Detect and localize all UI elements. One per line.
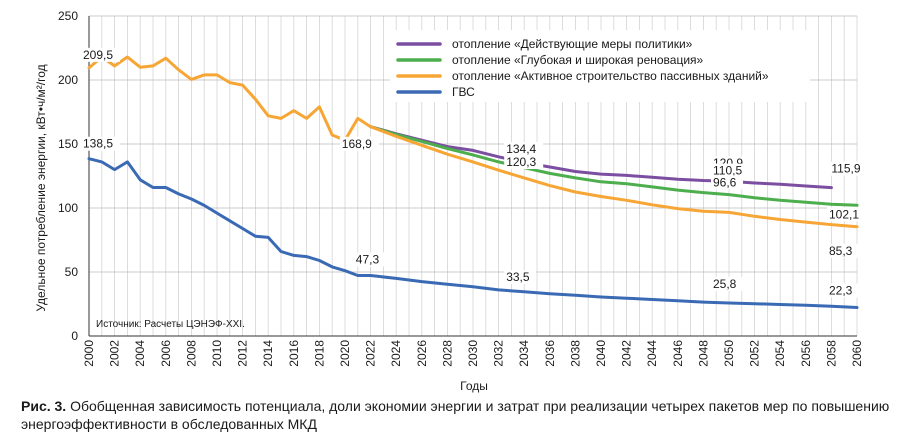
x-tick-label: 2024 bbox=[389, 340, 403, 367]
x-tick-label: 2020 bbox=[338, 340, 352, 367]
y-tick-labels: 0 50 100 150 200 250 bbox=[58, 9, 78, 343]
x-tick-label: 2038 bbox=[568, 340, 582, 367]
x-tick-labels: 2000 2002 2004 2006 2008 2010 2012 2014 2016 2018… bbox=[82, 340, 864, 367]
figure-caption: Рис. 3. Обобщенная зависимость потенциал… bbox=[21, 397, 891, 433]
x-tick-label: 2046 bbox=[671, 340, 685, 367]
data-label: 209,5 bbox=[83, 48, 113, 62]
data-label-bg bbox=[827, 283, 859, 298]
x-tick-label: 2008 bbox=[184, 340, 198, 367]
data-label-bg bbox=[711, 175, 743, 190]
x-tick-label: 2036 bbox=[543, 340, 557, 367]
data-label: 47,3 bbox=[356, 252, 380, 266]
x-tick-label: 2044 bbox=[645, 340, 659, 367]
data-label-bg bbox=[711, 276, 743, 291]
legend: отопление «Действующие меры политики» ото… bbox=[390, 30, 810, 102]
y-tick-label: 200 bbox=[58, 73, 78, 87]
legend-entry: отопление «Активное строительство пассив… bbox=[452, 69, 769, 83]
x-tick-label: 2016 bbox=[287, 340, 301, 367]
data-label: 25,8 bbox=[713, 277, 737, 291]
x-tick-label: 2018 bbox=[312, 340, 326, 367]
x-tick-label: 2034 bbox=[517, 340, 531, 367]
y-tick-label: 50 bbox=[65, 265, 79, 279]
x-tick-label: 2006 bbox=[159, 340, 173, 367]
data-label-bg bbox=[829, 161, 869, 176]
legend-entry: ГВС bbox=[452, 85, 475, 99]
data-label-bg bbox=[504, 141, 544, 156]
x-tick-label: 2058 bbox=[824, 340, 838, 367]
data-label-bg bbox=[81, 47, 120, 62]
data-label: 138,5 bbox=[83, 137, 113, 151]
x-tick-label: 2054 bbox=[773, 340, 787, 367]
data-label-bg bbox=[827, 207, 866, 222]
x-tick-label: 2004 bbox=[133, 340, 147, 367]
x-tick-label: 2032 bbox=[492, 340, 506, 367]
data-label: 168,9 bbox=[342, 137, 372, 151]
x-axis-label: Годы bbox=[460, 379, 488, 393]
series-line bbox=[87, 55, 859, 229]
x-tick-label: 2028 bbox=[440, 340, 454, 367]
data-label-bg bbox=[711, 163, 750, 178]
data-label: 85,3 bbox=[829, 244, 853, 258]
line-chart: 0 50 100 150 200 250 2000 2002 2004 2006 2008 2010… bbox=[34, 9, 869, 393]
y-axis-label: Удельное потребление энергии, кВт•ч/м²/г… bbox=[34, 64, 48, 311]
data-label-bg bbox=[504, 270, 537, 285]
data-label-bg bbox=[504, 155, 544, 170]
x-tick-label: 2052 bbox=[748, 340, 762, 367]
data-label: 96,6 bbox=[713, 175, 737, 189]
data-label-bg bbox=[827, 243, 859, 258]
data-label-bg bbox=[353, 252, 386, 267]
x-tick-label: 2042 bbox=[620, 340, 634, 367]
series-line bbox=[369, 125, 833, 190]
data-label-bg bbox=[81, 136, 120, 151]
data-label: 110,5 bbox=[713, 164, 742, 178]
data-label: 115,9 bbox=[831, 162, 860, 176]
x-tick-label: 2000 bbox=[82, 340, 96, 367]
data-label: 33,5 bbox=[506, 270, 530, 284]
legend-entry: отопление «Действующие меры политики» bbox=[452, 37, 693, 51]
x-tick-label: 2048 bbox=[696, 340, 710, 367]
x-tick-label: 2012 bbox=[236, 340, 250, 367]
x-tick-label: 2014 bbox=[261, 340, 275, 367]
series-line bbox=[87, 157, 859, 309]
x-tick-label: 2002 bbox=[108, 340, 122, 367]
gridlines bbox=[88, 15, 858, 337]
data-label: 22,3 bbox=[829, 283, 853, 297]
y-tick-label: 150 bbox=[58, 137, 78, 151]
legend-box bbox=[390, 30, 810, 102]
data-label: 102,1 bbox=[829, 207, 859, 221]
x-tick-label: 2030 bbox=[466, 340, 480, 367]
data-label-bg bbox=[339, 136, 379, 151]
data-label: 134,4 bbox=[506, 142, 536, 156]
y-tick-label: 0 bbox=[71, 329, 78, 343]
y-tick-label: 250 bbox=[58, 9, 78, 23]
x-tick-label: 2010 bbox=[210, 340, 224, 367]
series-lines bbox=[87, 55, 859, 309]
data-label: 120,3 bbox=[506, 155, 536, 169]
x-tick-label: 2022 bbox=[364, 340, 378, 367]
x-tick-label: 2060 bbox=[850, 340, 864, 367]
y-tick-label: 100 bbox=[58, 201, 78, 215]
x-tick-label: 2026 bbox=[415, 340, 429, 367]
series-line bbox=[369, 125, 859, 207]
caption-text: Обобщенная зависимость потенциала, доли … bbox=[21, 398, 890, 432]
caption-label: Рис. 3. bbox=[21, 398, 67, 414]
x-tick-label: 2050 bbox=[722, 340, 736, 367]
x-tick-label: 2056 bbox=[799, 340, 813, 367]
axes bbox=[88, 16, 857, 337]
source-note: Источник: Расчеты ЦЭНЭФ-XXI. bbox=[96, 319, 245, 330]
legend-entry: отопление «Глубокая и широкая реновация» bbox=[452, 53, 704, 67]
x-tick-label: 2040 bbox=[594, 340, 608, 367]
